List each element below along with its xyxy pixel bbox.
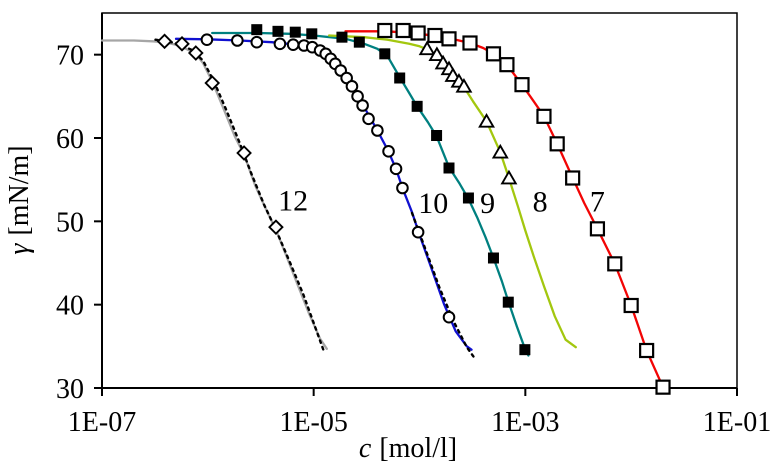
data-point-7 — [514, 77, 530, 93]
data-point-8 — [428, 46, 446, 62]
data-point-10 — [250, 35, 264, 49]
data-point-9 — [272, 25, 284, 37]
data-point-10 — [382, 145, 395, 158]
data-point-10 — [362, 112, 375, 126]
x-tick-label: 1E-07 — [68, 407, 136, 438]
series-label-7: 7 — [590, 185, 605, 218]
y-axis-symbol: γ — [4, 243, 35, 255]
data-point-7 — [639, 342, 655, 359]
data-point-7 — [549, 136, 565, 152]
data-point-8 — [455, 78, 473, 93]
data-point-7 — [410, 25, 426, 41]
data-point-9 — [394, 72, 406, 84]
data-point-7 — [536, 108, 552, 124]
data-point-10 — [389, 162, 403, 176]
series-curve-8 — [327, 34, 577, 349]
data-point-9 — [519, 344, 531, 356]
data-point-9 — [411, 100, 423, 112]
data-point-9 — [462, 192, 474, 204]
data-point-9 — [353, 36, 365, 48]
data-point-7 — [623, 297, 639, 314]
data-point-7 — [462, 35, 478, 51]
data-point-9 — [431, 130, 443, 141]
y-axis-units: [mN/m] — [4, 145, 35, 235]
data-point-9 — [306, 28, 318, 40]
data-point-10 — [286, 38, 300, 51]
data-point-7 — [607, 256, 623, 272]
data-point-10 — [200, 33, 214, 46]
data-point-12 — [236, 145, 252, 161]
data-point-12 — [187, 45, 204, 61]
data-point-10 — [231, 34, 244, 47]
data-point-7 — [655, 379, 671, 395]
data-point-9 — [251, 24, 263, 36]
data-point-7 — [441, 31, 457, 47]
y-tick-label: 30 — [56, 374, 84, 405]
data-point-9 — [289, 26, 301, 38]
data-point-7 — [565, 170, 581, 186]
data-point-10 — [356, 99, 369, 112]
data-point-9 — [379, 48, 391, 60]
x-axis-title: c [mol/l] — [359, 433, 457, 464]
y-tick-label: 70 — [56, 41, 84, 72]
data-point-10 — [345, 80, 359, 93]
y-tick-label: 50 — [56, 207, 84, 238]
data-point-7 — [499, 57, 515, 73]
y-axis-title: γ [mN/m] — [4, 145, 35, 254]
series-label-9: 9 — [480, 187, 495, 220]
data-point-9 — [487, 252, 499, 264]
y-tick-label: 40 — [56, 291, 84, 322]
data-point-7 — [589, 221, 606, 237]
data-point-12 — [204, 75, 221, 91]
data-point-9 — [502, 296, 514, 308]
data-point-12 — [268, 219, 284, 236]
series-label-12: 12 — [278, 185, 308, 218]
x-tick-label: 1E-01 — [703, 407, 770, 438]
x-axis-units: [mol/l] — [379, 433, 457, 464]
x-tick-label: 1E-03 — [491, 407, 559, 438]
data-point-7 — [427, 27, 443, 44]
data-point-9 — [443, 162, 455, 174]
x-tick-label: 1E-05 — [279, 407, 347, 438]
data-point-7 — [485, 46, 502, 62]
x-axis-symbol: c — [359, 433, 372, 464]
series-fit-curve-10 — [410, 211, 477, 361]
data-point-10 — [396, 181, 409, 195]
data-point-12 — [156, 33, 173, 50]
data-point-10 — [371, 124, 384, 137]
series-label-8: 8 — [533, 185, 548, 218]
y-tick-label: 60 — [56, 124, 84, 155]
data-point-10 — [442, 310, 456, 324]
series-label-10: 10 — [418, 187, 448, 220]
data-point-9 — [336, 31, 348, 43]
data-point-8 — [500, 169, 518, 185]
data-point-12 — [174, 35, 190, 52]
plot-area: 1E-07 1E-05 1E-03 1E-01 30 40 50 60 70 12 10 9 8 7 — [56, 12, 770, 438]
data-point-7 — [377, 22, 393, 39]
plot-frame — [101, 12, 738, 389]
data-point-8 — [418, 40, 436, 56]
data-point-8 — [478, 113, 495, 128]
data-point-10 — [411, 225, 425, 239]
data-point-10 — [273, 37, 287, 51]
data-point-10 — [351, 90, 364, 103]
data-point-8 — [491, 143, 509, 159]
data-point-7 — [395, 22, 411, 39]
